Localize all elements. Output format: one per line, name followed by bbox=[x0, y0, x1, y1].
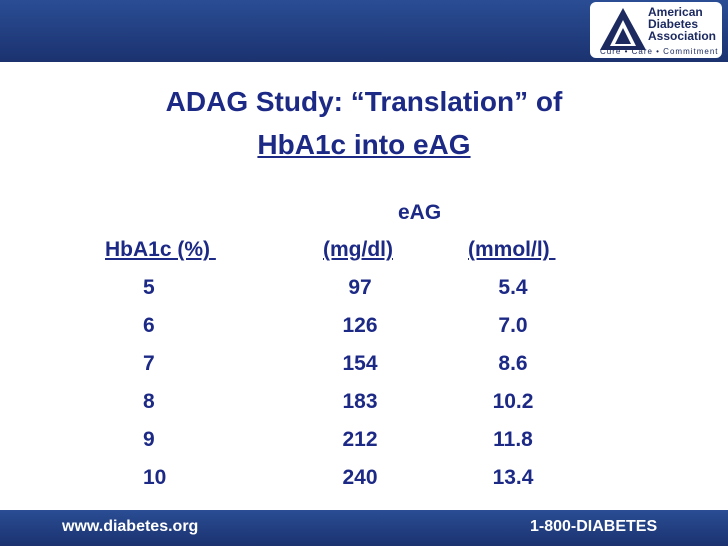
footer-website: www.diabetes.org bbox=[62, 518, 199, 535]
logo-text: Diabetes bbox=[648, 17, 699, 31]
table-cell: 10 bbox=[143, 466, 167, 489]
table-cell: 5 bbox=[143, 276, 155, 299]
table-cell: 10.2 bbox=[492, 390, 534, 413]
table-cell: 5.4 bbox=[498, 276, 528, 299]
table-cell: 6 bbox=[143, 314, 155, 337]
logo-text: American bbox=[648, 5, 703, 19]
table-cell: 240 bbox=[342, 466, 378, 489]
title: ADAG Study: “Translation” of bbox=[165, 86, 563, 117]
title: HbA1c into eAG bbox=[257, 129, 471, 160]
logo: American Diabetes Association Cure • Car… bbox=[590, 2, 722, 58]
table-cell: 183 bbox=[342, 390, 378, 413]
logo-text: Association bbox=[648, 29, 717, 43]
logo-tagline: Cure • Care • Commitment bbox=[600, 47, 719, 56]
table-cell: 212 bbox=[342, 428, 378, 451]
table-cell: 7 bbox=[143, 352, 155, 375]
group-header: eAG bbox=[398, 201, 442, 224]
table-cell: 154 bbox=[342, 352, 378, 375]
column-header: (mg/dl) bbox=[323, 238, 393, 261]
table-cell: 9 bbox=[143, 428, 155, 451]
table-cell: 11.8 bbox=[493, 428, 533, 451]
logo-icon bbox=[600, 8, 646, 50]
footer-phone: 1-800-DIABETES bbox=[530, 518, 658, 535]
column-header: HbA1c (%) bbox=[105, 238, 216, 261]
table-cell: 7.0 bbox=[498, 314, 528, 337]
table-cell: 126 bbox=[342, 314, 378, 337]
table-cell: 8.6 bbox=[498, 352, 528, 375]
table-cell: 97 bbox=[348, 276, 372, 299]
column-header: (mmol/l) bbox=[468, 238, 556, 261]
bottom-band bbox=[0, 510, 728, 546]
table-cell: 13.4 bbox=[492, 466, 534, 489]
table-cell: 8 bbox=[143, 390, 155, 413]
